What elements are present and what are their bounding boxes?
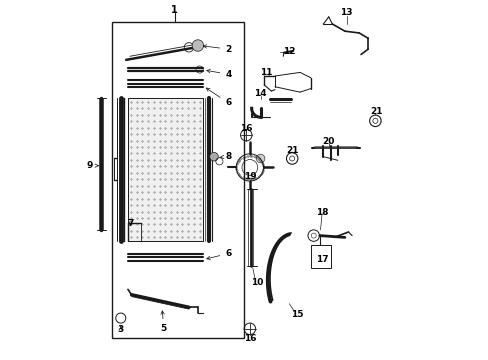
Text: 14: 14 [254,89,266,98]
Circle shape [192,40,203,51]
Text: 9: 9 [86,161,99,170]
Circle shape [209,152,218,161]
Text: 13: 13 [340,8,352,17]
Text: 3: 3 [118,325,123,334]
Text: 17: 17 [315,255,327,264]
Bar [112,22,244,338]
Text: 5: 5 [161,311,166,333]
Text: 11: 11 [259,68,272,77]
Text: 19: 19 [243,172,256,181]
Text: 18: 18 [315,208,327,217]
Text: 4: 4 [206,69,231,79]
Text: 20: 20 [322,137,334,146]
Text: 2: 2 [203,45,231,54]
Text: 12: 12 [283,48,295,57]
Text: 1: 1 [171,5,178,15]
Text: 21: 21 [369,107,382,116]
Text: 6: 6 [206,249,231,260]
Text: 10: 10 [250,278,263,287]
Text: 16: 16 [240,123,252,132]
Text: 7: 7 [127,219,133,228]
Bar [310,244,330,268]
Bar [128,98,203,241]
Circle shape [256,154,264,163]
Text: 16: 16 [243,334,256,343]
Text: 21: 21 [286,146,299,155]
Text: 15: 15 [291,310,303,319]
Text: 8: 8 [219,152,231,161]
Text: 6: 6 [206,88,231,107]
